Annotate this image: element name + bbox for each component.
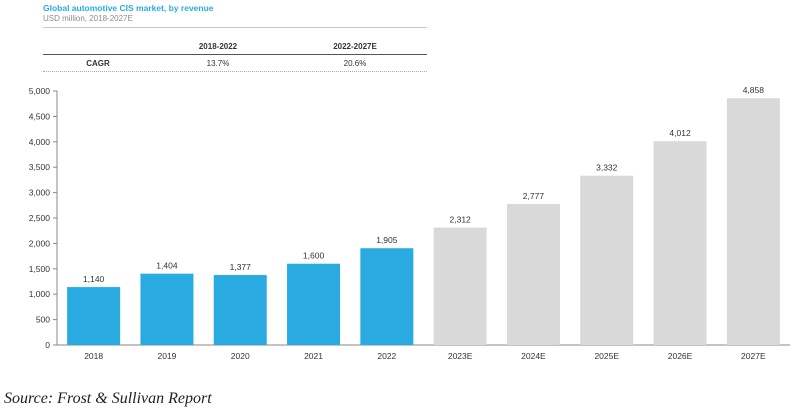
cagr-row-label: CAGR bbox=[86, 58, 110, 68]
y-tick-label: 5,000 bbox=[29, 86, 51, 96]
x-tick-label: 2021 bbox=[304, 351, 323, 361]
x-tick-label: 2024E bbox=[521, 351, 546, 361]
bar bbox=[726, 98, 780, 346]
bar bbox=[67, 287, 121, 345]
bar-value-label: 1,140 bbox=[83, 274, 105, 284]
y-tick-label: 2,000 bbox=[29, 238, 51, 248]
y-tick-label: 3,500 bbox=[29, 162, 51, 172]
cagr-value-2022-2027e: 20.6% bbox=[343, 58, 367, 68]
bar-value-label: 4,858 bbox=[743, 85, 765, 95]
bar bbox=[360, 248, 414, 345]
chart-title: Global automotive CIS market, by revenue bbox=[43, 3, 214, 13]
x-tick-label: 2023E bbox=[448, 351, 473, 361]
bar-value-label: 3,332 bbox=[596, 163, 618, 173]
bar bbox=[433, 227, 487, 345]
bar-chart: 0 500 1,000 1,500 2,000 2,500 3,000 3,500 4,000 4… bbox=[29, 85, 790, 361]
cagr-header-row: 2018-2022 2022-2027E bbox=[43, 38, 427, 55]
x-tick-label: 2026E bbox=[668, 351, 693, 361]
y-tick-label: 1,000 bbox=[29, 289, 51, 299]
y-tick-label: 3,000 bbox=[29, 188, 51, 198]
x-tick-label: 2022 bbox=[377, 351, 396, 361]
source-note: Source: Frost & Sullivan Report bbox=[4, 390, 212, 407]
bar-value-label: 2,312 bbox=[450, 215, 472, 225]
bar-value-label: 1,404 bbox=[156, 261, 178, 271]
bar bbox=[653, 141, 707, 345]
bar-value-label: 1,600 bbox=[303, 251, 325, 261]
bar bbox=[140, 273, 194, 345]
bar-value-label: 2,777 bbox=[523, 191, 545, 201]
bar bbox=[580, 175, 634, 345]
bar bbox=[213, 275, 267, 345]
x-tick-label: 2020 bbox=[231, 351, 250, 361]
cagr-value-row: CAGR 13.7% 20.6% bbox=[43, 55, 427, 72]
bar-value-label: 1,377 bbox=[230, 262, 252, 272]
x-tick-label: 2019 bbox=[157, 351, 176, 361]
cagr-table: 2018-2022 2022-2027E CAGR 13.7% 20.6% bbox=[43, 38, 427, 72]
subtitle-rule bbox=[43, 27, 427, 28]
y-tick-label: 1,500 bbox=[29, 264, 51, 274]
bar bbox=[506, 203, 560, 345]
cagr-value-2018-2022: 13.7% bbox=[206, 58, 230, 68]
x-tick-label: 2027E bbox=[741, 351, 766, 361]
bar bbox=[287, 263, 341, 345]
y-tick-label: 4,000 bbox=[29, 137, 51, 147]
y-tick-label: 2,500 bbox=[29, 213, 51, 223]
bar-value-label: 4,012 bbox=[669, 128, 691, 138]
cagr-header-2022-2027e: 2022-2027E bbox=[333, 41, 377, 51]
y-tick-label: 500 bbox=[36, 315, 50, 325]
x-tick-label: 2025E bbox=[594, 351, 619, 361]
y-tick-label: 4,500 bbox=[29, 111, 51, 121]
chart-subtitle: USD million, 2018-2027E bbox=[43, 14, 133, 23]
cagr-header-2018-2022: 2018-2022 bbox=[198, 41, 238, 51]
x-tick-label: 2018 bbox=[84, 351, 103, 361]
y-tick-label: 0 bbox=[45, 340, 50, 350]
bar-value-label: 1,905 bbox=[376, 235, 398, 245]
